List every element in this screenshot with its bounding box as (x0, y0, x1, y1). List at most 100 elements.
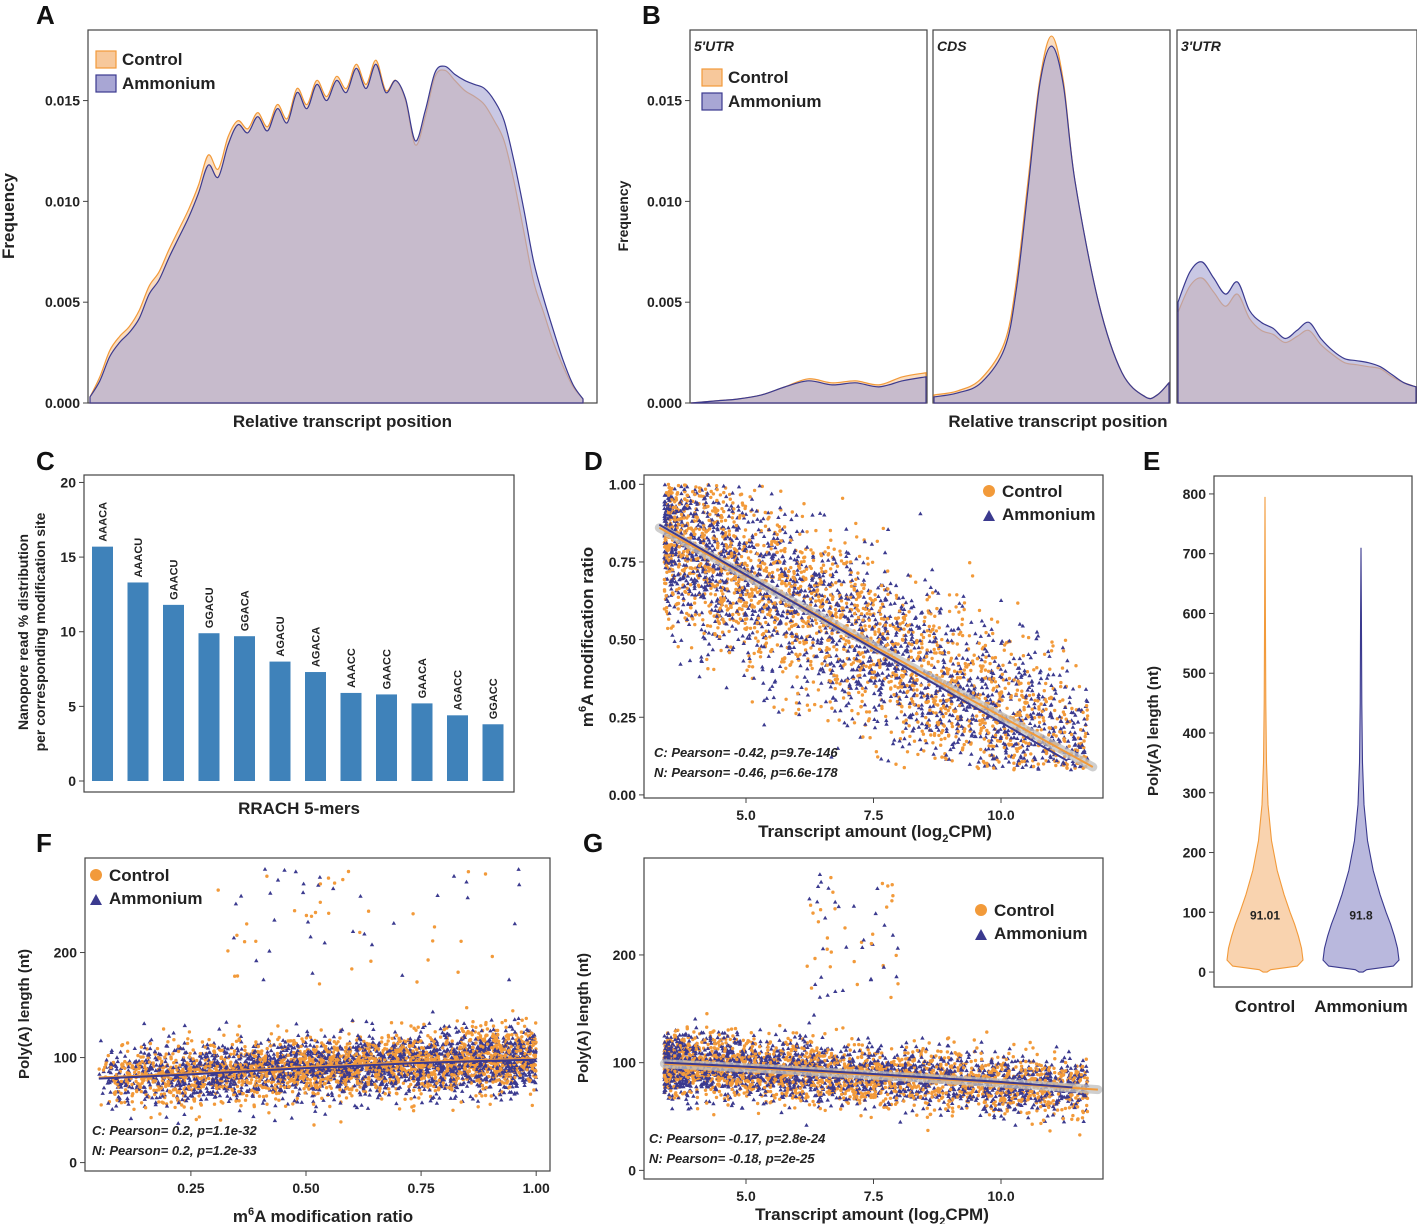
control-point (956, 661, 960, 666)
panel-E-ytick-label: 300 (1183, 785, 1207, 801)
control-point (775, 550, 779, 555)
ammonium-point (796, 624, 801, 628)
ammonium-point (1029, 678, 1035, 683)
ammonium-point (709, 599, 714, 604)
ammonium-point (726, 513, 732, 518)
control-point (926, 660, 931, 664)
control-point (902, 615, 906, 619)
ammonium-point (788, 534, 793, 539)
control-point (932, 624, 936, 628)
ammonium-point (737, 540, 742, 545)
control-point (899, 710, 904, 714)
control-point (662, 577, 667, 582)
ammonium-point (742, 673, 747, 677)
ammonium-point (667, 603, 672, 607)
ammonium-point (914, 624, 920, 628)
control-point (1047, 696, 1052, 701)
control-point (856, 571, 860, 575)
control-point (927, 611, 931, 615)
ammonium-point (820, 573, 826, 578)
control-point (691, 490, 695, 494)
panel-A-area-ammonium (89, 63, 584, 404)
panel-C-ytick-label: 0 (68, 773, 76, 789)
control-point (807, 708, 812, 712)
control-point (811, 641, 815, 645)
control-point (747, 595, 752, 599)
ammonium-point (762, 615, 768, 619)
panel-A-legend-control-swatch (95, 50, 117, 69)
control-point (789, 538, 793, 542)
control-point (707, 518, 711, 523)
control-point (1005, 706, 1009, 710)
ammonium-point (1061, 724, 1066, 729)
control-point (770, 570, 775, 575)
control-point (713, 593, 718, 597)
control-point (724, 531, 728, 535)
control-point (989, 617, 994, 621)
control-point (727, 533, 731, 537)
control-point (921, 732, 926, 736)
control-point (731, 501, 735, 505)
ammonium-point (772, 618, 778, 622)
ammonium-point (797, 712, 802, 717)
panel-E-median-label: 91.01 (1250, 908, 1280, 922)
control-point (668, 488, 673, 493)
control-point (874, 750, 879, 754)
ammonium-point (886, 673, 891, 677)
control-point (455, 1019, 459, 1023)
control-point (870, 560, 875, 564)
control-point (922, 658, 926, 662)
control-point (1054, 763, 1058, 768)
panel-C-bar (411, 703, 433, 781)
control-point (768, 610, 772, 614)
control-point (894, 593, 899, 598)
control-point (837, 718, 841, 722)
ammonium-point (862, 702, 868, 707)
control-point (863, 624, 867, 628)
control-point (970, 574, 975, 578)
control-point (1058, 730, 1063, 734)
ammonium-point (886, 758, 891, 763)
ammonium-point (927, 704, 933, 709)
ammonium-point (1068, 767, 1074, 772)
control-point (879, 606, 883, 610)
control-point (1021, 739, 1026, 744)
control-point (873, 632, 877, 636)
control-point (685, 499, 689, 503)
ammonium-point (944, 703, 950, 708)
control-point (960, 633, 965, 638)
control-point (1012, 766, 1016, 771)
ammonium-point (819, 681, 824, 685)
control-point (752, 626, 757, 630)
control-point (832, 673, 836, 677)
control-point (881, 632, 885, 636)
control-point (1023, 753, 1027, 757)
control-point (923, 615, 927, 619)
ammonium-point (969, 752, 974, 756)
control-point (411, 1109, 416, 1113)
ammonium-point (101, 1085, 107, 1090)
control-point (756, 639, 760, 643)
control-point (942, 724, 946, 728)
control-point (866, 719, 871, 723)
ammonium-point (740, 633, 745, 638)
control-point (666, 511, 671, 515)
control-point (962, 742, 966, 747)
ammonium-point (941, 664, 946, 669)
ammonium-point (909, 637, 914, 642)
control-point (738, 513, 742, 518)
ammonium-point (823, 699, 829, 704)
panel-D-xtick-label: 10.0 (987, 807, 1014, 823)
ammonium-point (893, 632, 899, 637)
control-point (1085, 714, 1090, 718)
control-point (745, 668, 749, 672)
control-point (312, 1123, 316, 1127)
ammonium-point (802, 674, 807, 679)
control-point (824, 569, 828, 574)
ammonium-point (844, 526, 849, 531)
control-point (949, 702, 954, 706)
control-point (763, 510, 767, 515)
ammonium-point (740, 510, 745, 515)
ammonium-point (710, 577, 715, 582)
ammonium-point (869, 606, 874, 611)
